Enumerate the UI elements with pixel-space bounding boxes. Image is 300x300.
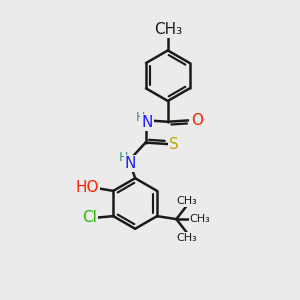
- Text: CH₃: CH₃: [176, 232, 197, 242]
- Text: O: O: [191, 113, 203, 128]
- Text: CH₃: CH₃: [190, 214, 211, 224]
- Text: CH₃: CH₃: [176, 196, 197, 206]
- Text: N: N: [141, 115, 153, 130]
- Text: HO: HO: [75, 180, 99, 195]
- Text: Cl: Cl: [82, 210, 97, 225]
- Text: CH₃: CH₃: [154, 22, 182, 37]
- Text: H: H: [119, 151, 128, 164]
- Text: H: H: [136, 111, 145, 124]
- Text: N: N: [125, 156, 136, 171]
- Text: S: S: [169, 136, 179, 152]
